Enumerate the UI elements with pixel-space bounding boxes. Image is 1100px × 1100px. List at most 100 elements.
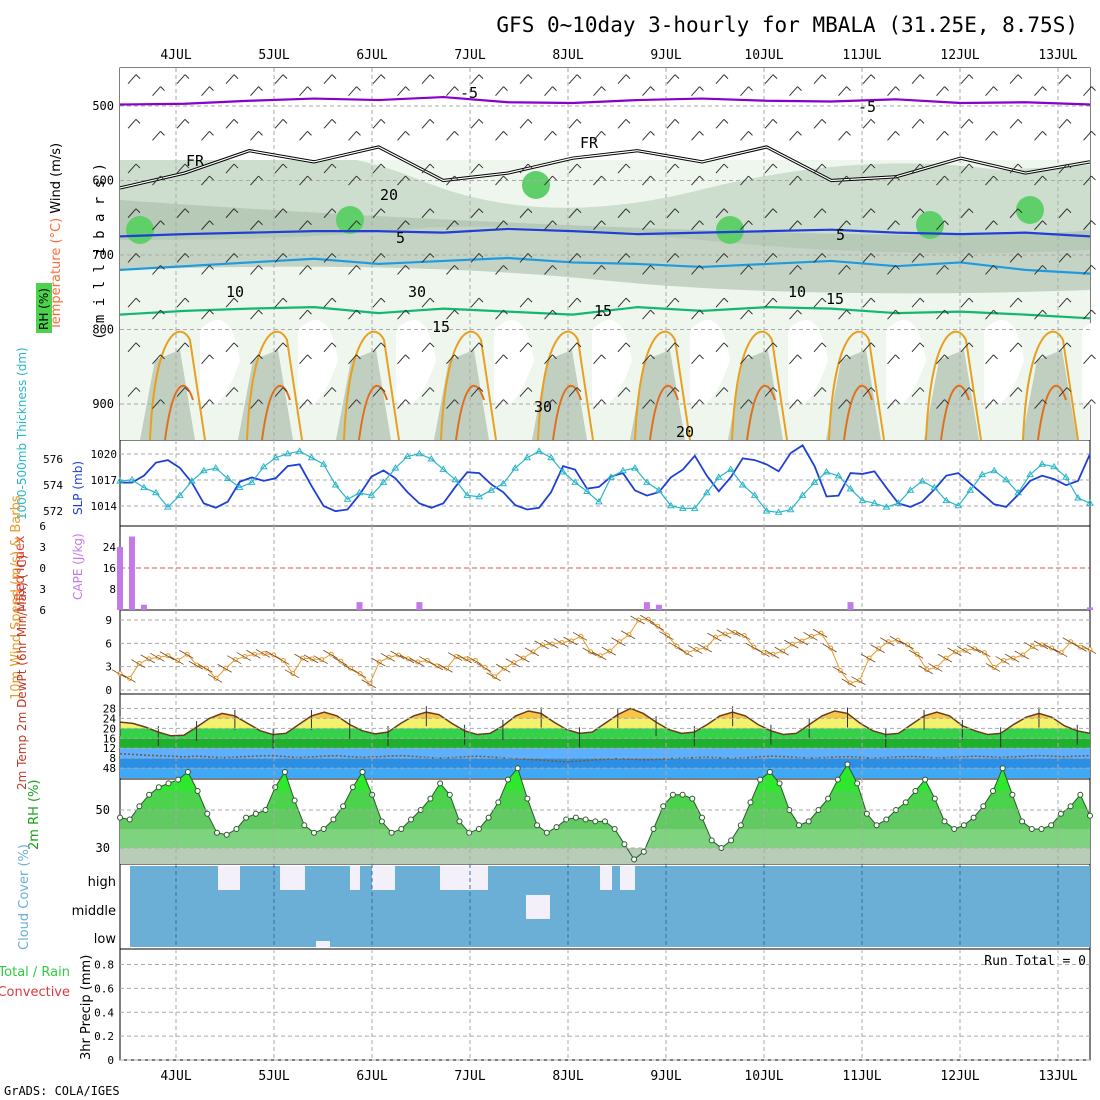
thickness-point — [571, 478, 579, 485]
contour-label: -5 — [858, 98, 876, 116]
wind-barb — [282, 297, 288, 303]
wind-barb — [1014, 650, 1029, 660]
wind-barb — [111, 669, 127, 679]
thickness-point — [451, 475, 460, 483]
wind-barb — [650, 220, 655, 226]
rh-point — [505, 776, 511, 783]
wind-barb — [275, 656, 290, 665]
wind-barb — [209, 354, 214, 360]
wind-barb — [1083, 86, 1092, 96]
wind-barb — [331, 208, 337, 214]
y-axis-label-wind10: 10m Wind Speed (m/s) & Barbs — [9, 495, 24, 700]
wind-barb — [593, 175, 602, 186]
thickness-point — [475, 492, 484, 500]
wind-barb — [625, 253, 631, 258]
rh-point — [728, 837, 735, 844]
rh-point — [388, 829, 395, 836]
temp-color-band — [120, 768, 1090, 778]
wind-barb — [356, 265, 361, 270]
wind-barb — [995, 656, 1010, 665]
wind-barb — [919, 297, 925, 303]
wind-barb — [642, 309, 651, 320]
wind-barb — [421, 297, 431, 308]
rh-clear-patch — [690, 320, 730, 405]
wind-barb — [895, 130, 900, 136]
wind-barb — [233, 163, 239, 169]
wind-barb — [527, 118, 533, 124]
wind-barb — [348, 354, 357, 365]
rh-point — [931, 795, 938, 802]
rh-point — [534, 822, 541, 829]
wind-barb — [821, 342, 827, 348]
wind-barb — [209, 86, 214, 92]
wind-barb — [421, 208, 431, 219]
wind-barb — [331, 387, 337, 392]
wind-barb — [772, 253, 778, 258]
temp-contour-20 — [149, 330, 1079, 441]
wind-barb — [250, 175, 259, 186]
wind-barb — [176, 387, 186, 397]
wind-barb — [699, 309, 704, 315]
wind-barb — [797, 175, 802, 181]
wind-barb — [160, 220, 165, 226]
cape-bar — [117, 547, 123, 610]
wind-barb — [313, 655, 328, 665]
wind-barb — [209, 399, 214, 404]
rh-point — [165, 780, 172, 787]
rh-point — [1048, 822, 1055, 829]
wind-barb — [1058, 342, 1068, 353]
wind-barb — [862, 208, 872, 219]
rh-point — [990, 788, 996, 794]
wind-barb — [184, 208, 190, 214]
wind-barb — [1058, 208, 1068, 219]
rh-point — [951, 826, 958, 832]
wind-barb — [1024, 642, 1039, 651]
y-axis-label-rh: RH (%) — [37, 288, 51, 330]
wind-barb — [127, 74, 137, 84]
wind-barb — [764, 74, 774, 84]
wind-barb — [789, 220, 798, 231]
wind-barb — [519, 74, 529, 84]
wind-barb — [642, 86, 651, 96]
rh-point — [796, 822, 802, 829]
wind-barb — [666, 74, 676, 84]
wind-barb — [323, 119, 333, 129]
y-tick-label-lifted: 3 — [39, 583, 46, 596]
wind-barb — [674, 163, 680, 169]
wind-barb — [944, 86, 949, 92]
wind-barb — [250, 309, 259, 320]
wind-barb — [274, 163, 284, 174]
wind-barb — [1009, 74, 1019, 84]
day-label-top: 13JUL — [1038, 48, 1077, 63]
rh-high-blob — [1016, 196, 1044, 224]
y-tick-label: 6 — [105, 637, 112, 650]
wind-barb — [968, 297, 974, 303]
wind-barb — [812, 628, 828, 638]
wind-barb — [860, 653, 876, 663]
wind-barb — [169, 656, 184, 665]
wind-barb — [209, 220, 214, 226]
wind-barb — [380, 118, 386, 124]
wind-barb — [789, 354, 798, 365]
wind-barb — [870, 297, 876, 303]
wind-barb — [846, 265, 851, 270]
wind-barb — [495, 220, 504, 231]
wind-barb — [299, 175, 308, 186]
wind-barb — [650, 86, 655, 92]
wind-barb — [372, 387, 382, 397]
wind-barb — [152, 354, 161, 365]
wind-barb — [176, 119, 186, 129]
thickness-point — [726, 465, 735, 472]
wind-barb — [428, 661, 444, 671]
wind-barb — [936, 309, 945, 320]
wind-barb — [258, 354, 263, 360]
rh-point — [941, 818, 948, 825]
wind-barb — [666, 253, 676, 263]
wind-barb — [911, 342, 921, 353]
thickness-point — [643, 478, 651, 485]
cape-lifted-panel: 6 3 0 3 6 8 16 24 Lifted Index CAPE (J/kg) — [13, 520, 1093, 617]
rh-point — [650, 826, 657, 832]
wind-barb — [209, 309, 214, 315]
wind-barb — [405, 130, 410, 136]
temp-contour-minus5 — [119, 95, 1091, 106]
